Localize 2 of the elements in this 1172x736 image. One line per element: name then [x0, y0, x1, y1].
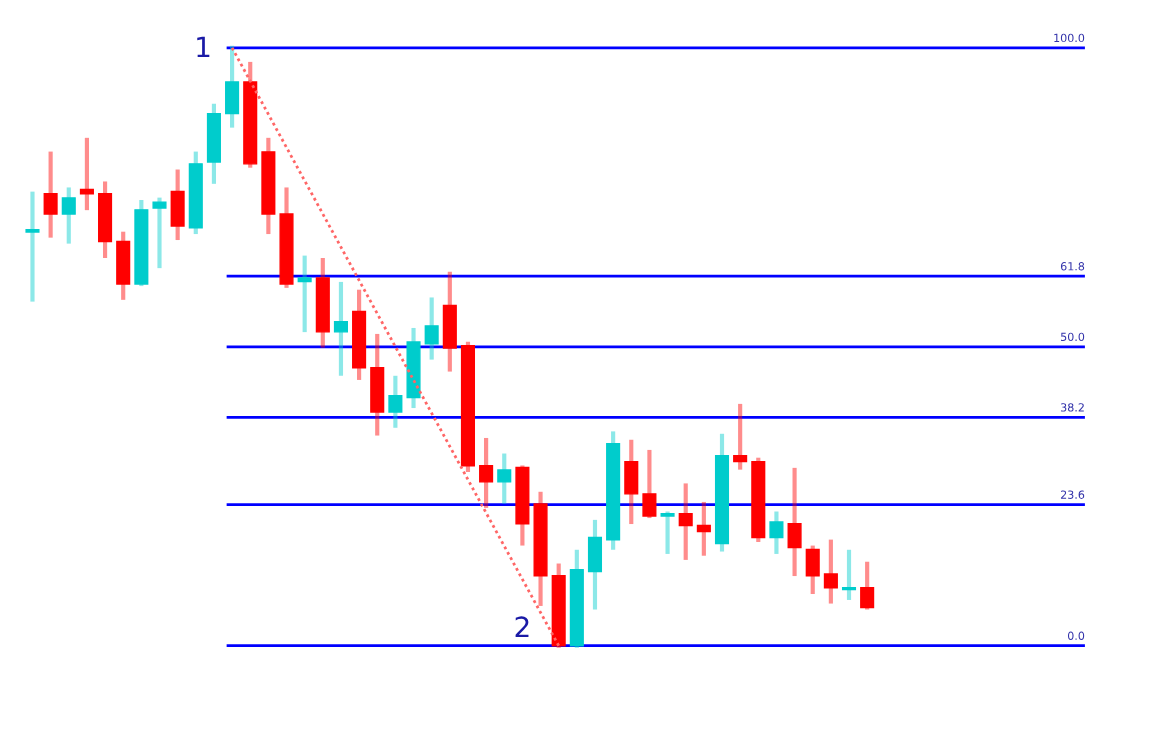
annotation: 2 [515, 616, 529, 637]
annotation: 1 [197, 36, 210, 57]
